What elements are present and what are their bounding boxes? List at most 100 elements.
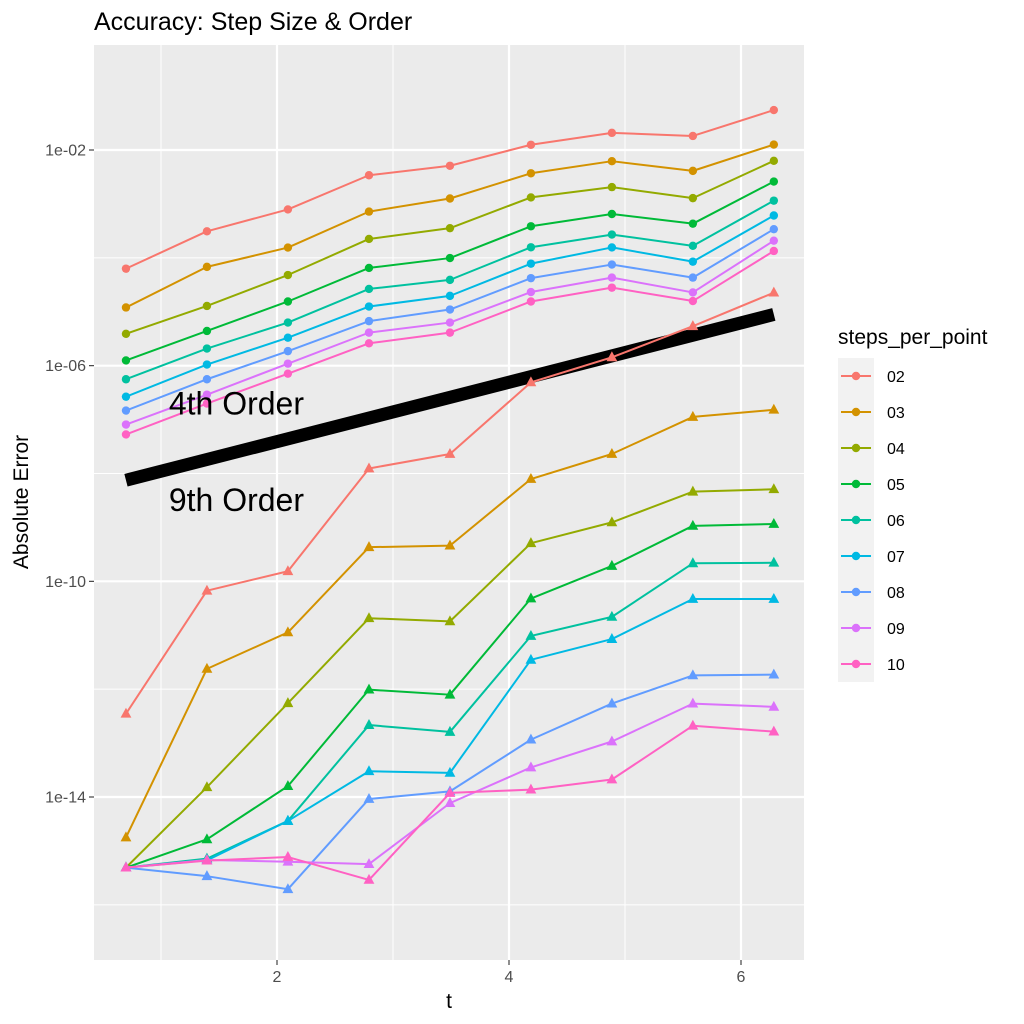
annotation-label: 4th Order [169, 385, 305, 421]
data-point-circle [526, 297, 536, 306]
series-10-circle [121, 246, 779, 439]
data-point-triangle [282, 814, 294, 825]
data-point-triangle [687, 557, 699, 568]
data-point-triangle [282, 626, 294, 637]
data-point-triangle [282, 565, 294, 576]
data-point-triangle [687, 719, 699, 730]
data-point-circle [364, 284, 374, 294]
data-point-circle [202, 399, 212, 408]
data-point-circle [607, 182, 617, 192]
data-point-circle [607, 156, 617, 166]
series-03-triangle [120, 403, 780, 842]
data-point-circle [526, 273, 536, 283]
data-point-triangle [606, 559, 618, 570]
data-point-triangle [444, 615, 456, 626]
series-05-triangle [120, 517, 780, 872]
data-point-triangle [525, 629, 537, 640]
data-point-circle [769, 236, 779, 245]
data-point-circle [526, 169, 536, 178]
legend-title: steps_per_point [838, 326, 988, 349]
series-05-circle [121, 177, 779, 365]
data-point-circle [283, 333, 293, 342]
y-tick-label: 1e-02 [45, 143, 86, 160]
data-point-circle [121, 375, 131, 384]
data-point-circle [607, 243, 617, 252]
legend-entry-09: 09 [841, 621, 905, 638]
data-point-triangle [687, 697, 699, 708]
data-point-circle [607, 230, 617, 239]
data-point-circle [202, 360, 212, 369]
y-tick-label: 1e-14 [45, 790, 86, 807]
data-point-circle [769, 224, 779, 234]
data-point-triangle [363, 792, 375, 803]
data-point-triangle [444, 447, 456, 458]
series-09-circle [121, 236, 779, 429]
data-point-circle [121, 430, 131, 439]
data-point-circle [202, 262, 212, 272]
data-point-circle [445, 275, 455, 285]
data-point-circle [688, 288, 698, 297]
data-point-triangle [120, 861, 132, 872]
data-point-triangle [768, 593, 780, 603]
data-point-triangle [120, 707, 132, 718]
x-tick-label: 4 [505, 969, 514, 986]
data-point-triangle [606, 735, 618, 746]
data-point-triangle [444, 688, 456, 699]
data-point-circle [769, 196, 779, 205]
y-axis: 1e-14 1e-10 1e-06 1e-02 [45, 143, 94, 807]
data-point-triangle [525, 537, 537, 548]
data-point-circle [283, 318, 293, 327]
legend-keys: 02 03 04 05 06 07 08 09 10 [838, 358, 905, 682]
data-point-triangle [363, 683, 375, 694]
data-point-circle [445, 318, 455, 327]
data-point-circle [688, 193, 698, 203]
series-02-triangle [120, 286, 780, 718]
data-point-circle [283, 346, 293, 356]
data-point-triangle [444, 725, 456, 736]
legend: steps_per_point 02 03 04 05 06 07 08 09 10 [838, 326, 988, 682]
legend-entry-08: 08 [841, 585, 905, 602]
data-point-circle [283, 243, 293, 252]
series-02-circle [121, 105, 779, 273]
data-point-circle [202, 344, 212, 353]
data-point-triangle [525, 783, 537, 794]
legend-entry-10: 10 [841, 657, 905, 674]
legend-entry-04: 04 [841, 441, 905, 458]
y-tick-label: 1e-10 [45, 574, 86, 591]
series-04-triangle [120, 483, 780, 872]
x-tick-label: 2 [273, 969, 282, 986]
data-point-circle [121, 264, 131, 273]
data-point-triangle [525, 653, 537, 664]
annotation-layer: 4th Order 9th Order [169, 385, 305, 518]
data-point-circle [688, 296, 698, 306]
data-point-circle [202, 301, 212, 311]
data-point-circle [364, 316, 374, 326]
legend-entry-07: 07 [841, 549, 905, 566]
data-point-circle [202, 390, 212, 399]
data-point-triangle [606, 697, 618, 708]
data-point-triangle [201, 584, 213, 595]
data-point-circle [607, 260, 617, 269]
data-point-circle [769, 211, 779, 220]
data-point-triangle [363, 462, 375, 473]
legend-label: 06 [887, 513, 905, 530]
data-point-triangle [444, 766, 456, 777]
data-point-triangle [768, 725, 780, 736]
series-03-circle [121, 140, 779, 312]
annotation-label: 9th Order [169, 482, 305, 518]
data-point-circle [364, 263, 374, 273]
data-point-triangle [687, 485, 699, 496]
legend-entry-03: 03 [841, 405, 905, 422]
data-point-triangle [282, 780, 294, 791]
legend-entry-06: 06 [841, 513, 905, 530]
data-point-triangle [201, 870, 213, 881]
data-point-circle [526, 193, 536, 202]
data-point-circle [121, 392, 131, 401]
data-point-circle [526, 259, 536, 268]
data-point-triangle [525, 376, 537, 387]
chart-title: Accuracy: Step Size & Order [94, 8, 412, 36]
data-point-triangle [768, 668, 780, 679]
x-tick-label: 6 [737, 969, 746, 986]
legend-point [851, 443, 861, 453]
reference-line [124, 308, 776, 487]
